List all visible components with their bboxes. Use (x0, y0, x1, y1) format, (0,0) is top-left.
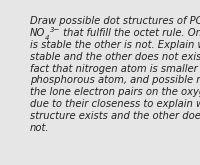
Text: that fulfill the octet rule. One structure: that fulfill the octet rule. One structu… (60, 28, 200, 38)
Text: the lone electron pairs on the oxygen atoms: the lone electron pairs on the oxygen at… (30, 87, 200, 97)
Text: fact that nitrogen atom is smaller than: fact that nitrogen atom is smaller than (30, 64, 200, 74)
Text: stable and the other does not exist. Use the: stable and the other does not exist. Use… (30, 52, 200, 62)
Text: is stable the other is not. Explain why one is: is stable the other is not. Explain why … (30, 40, 200, 50)
Text: structure exists and the other does: structure exists and the other does (30, 111, 200, 121)
Text: due to their closeness to explain why one: due to their closeness to explain why on… (30, 99, 200, 109)
Text: Draw possible dot structures of PO: Draw possible dot structures of PO (30, 16, 200, 26)
Text: NO: NO (30, 28, 45, 38)
Text: 3−: 3− (50, 27, 60, 33)
Text: not.: not. (30, 123, 49, 133)
Text: phosphorous atom, and possible repulsion of: phosphorous atom, and possible repulsion… (30, 75, 200, 85)
Text: 4: 4 (45, 34, 50, 41)
